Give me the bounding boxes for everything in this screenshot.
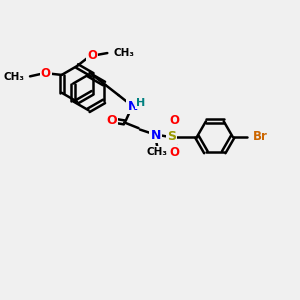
Text: Br: Br (254, 130, 268, 143)
Text: O: O (87, 49, 97, 62)
Text: O: O (106, 114, 117, 128)
Text: O: O (169, 146, 179, 159)
Text: N: N (128, 100, 138, 113)
Text: O: O (169, 114, 179, 128)
Text: CH₃: CH₃ (3, 72, 24, 82)
Text: O: O (41, 67, 51, 80)
Text: N: N (151, 129, 161, 142)
Text: CH₃: CH₃ (147, 147, 168, 157)
Text: H: H (136, 98, 146, 108)
Text: CH₃: CH₃ (113, 48, 134, 58)
Text: S: S (167, 130, 176, 143)
